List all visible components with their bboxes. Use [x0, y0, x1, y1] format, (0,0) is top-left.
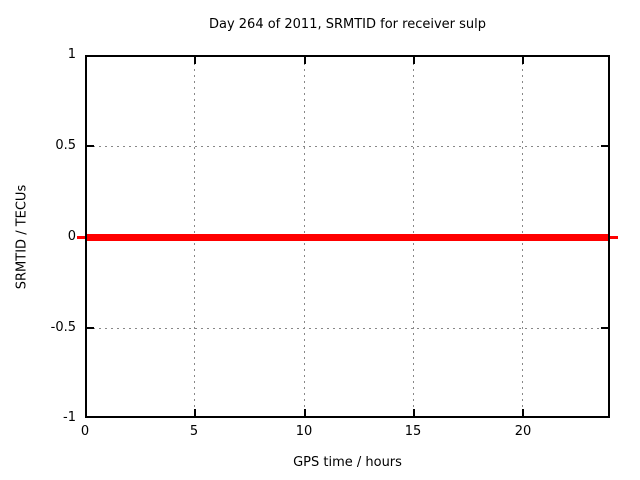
ytick-label-1: 1: [67, 47, 76, 62]
tick-top-15: [413, 57, 415, 64]
ytick-label--0.5: -0.5: [50, 320, 76, 335]
tick-bottom-20: [522, 409, 524, 416]
tick-top-20: [522, 57, 524, 64]
tick-left-0.5: [87, 145, 94, 147]
gridline-y-0.5: [87, 146, 608, 147]
ytick-label-0.5: 0.5: [55, 138, 76, 153]
tick-top-10: [304, 57, 306, 64]
series-line-srmtid: [87, 234, 608, 241]
ytick-label--1: -1: [63, 410, 76, 425]
chart-title: Day 264 of 2011, SRMTID for receiver sul…: [208, 17, 487, 32]
xtick-label-10: 10: [295, 424, 313, 439]
tick-bottom-15: [413, 409, 415, 416]
plot-area: [85, 55, 610, 418]
ytick-label-0: 0: [67, 229, 76, 244]
xtick-label-0: 0: [80, 424, 90, 439]
tick-right--0.5: [601, 327, 608, 329]
series-line-overhang-left: [77, 236, 85, 239]
tick-right-0.5: [601, 145, 608, 147]
tick-top-5: [194, 57, 196, 64]
xtick-label-5: 5: [189, 424, 199, 439]
tick-left--0.5: [87, 327, 94, 329]
gridline-y--0.5: [87, 328, 608, 329]
x-axis-label: GPS time / hours: [293, 455, 402, 470]
tick-bottom-5: [194, 409, 196, 416]
series-line-overhang-right: [610, 236, 618, 239]
tick-bottom-10: [304, 409, 306, 416]
xtick-label-15: 15: [404, 424, 422, 439]
xtick-label-20: 20: [514, 424, 532, 439]
